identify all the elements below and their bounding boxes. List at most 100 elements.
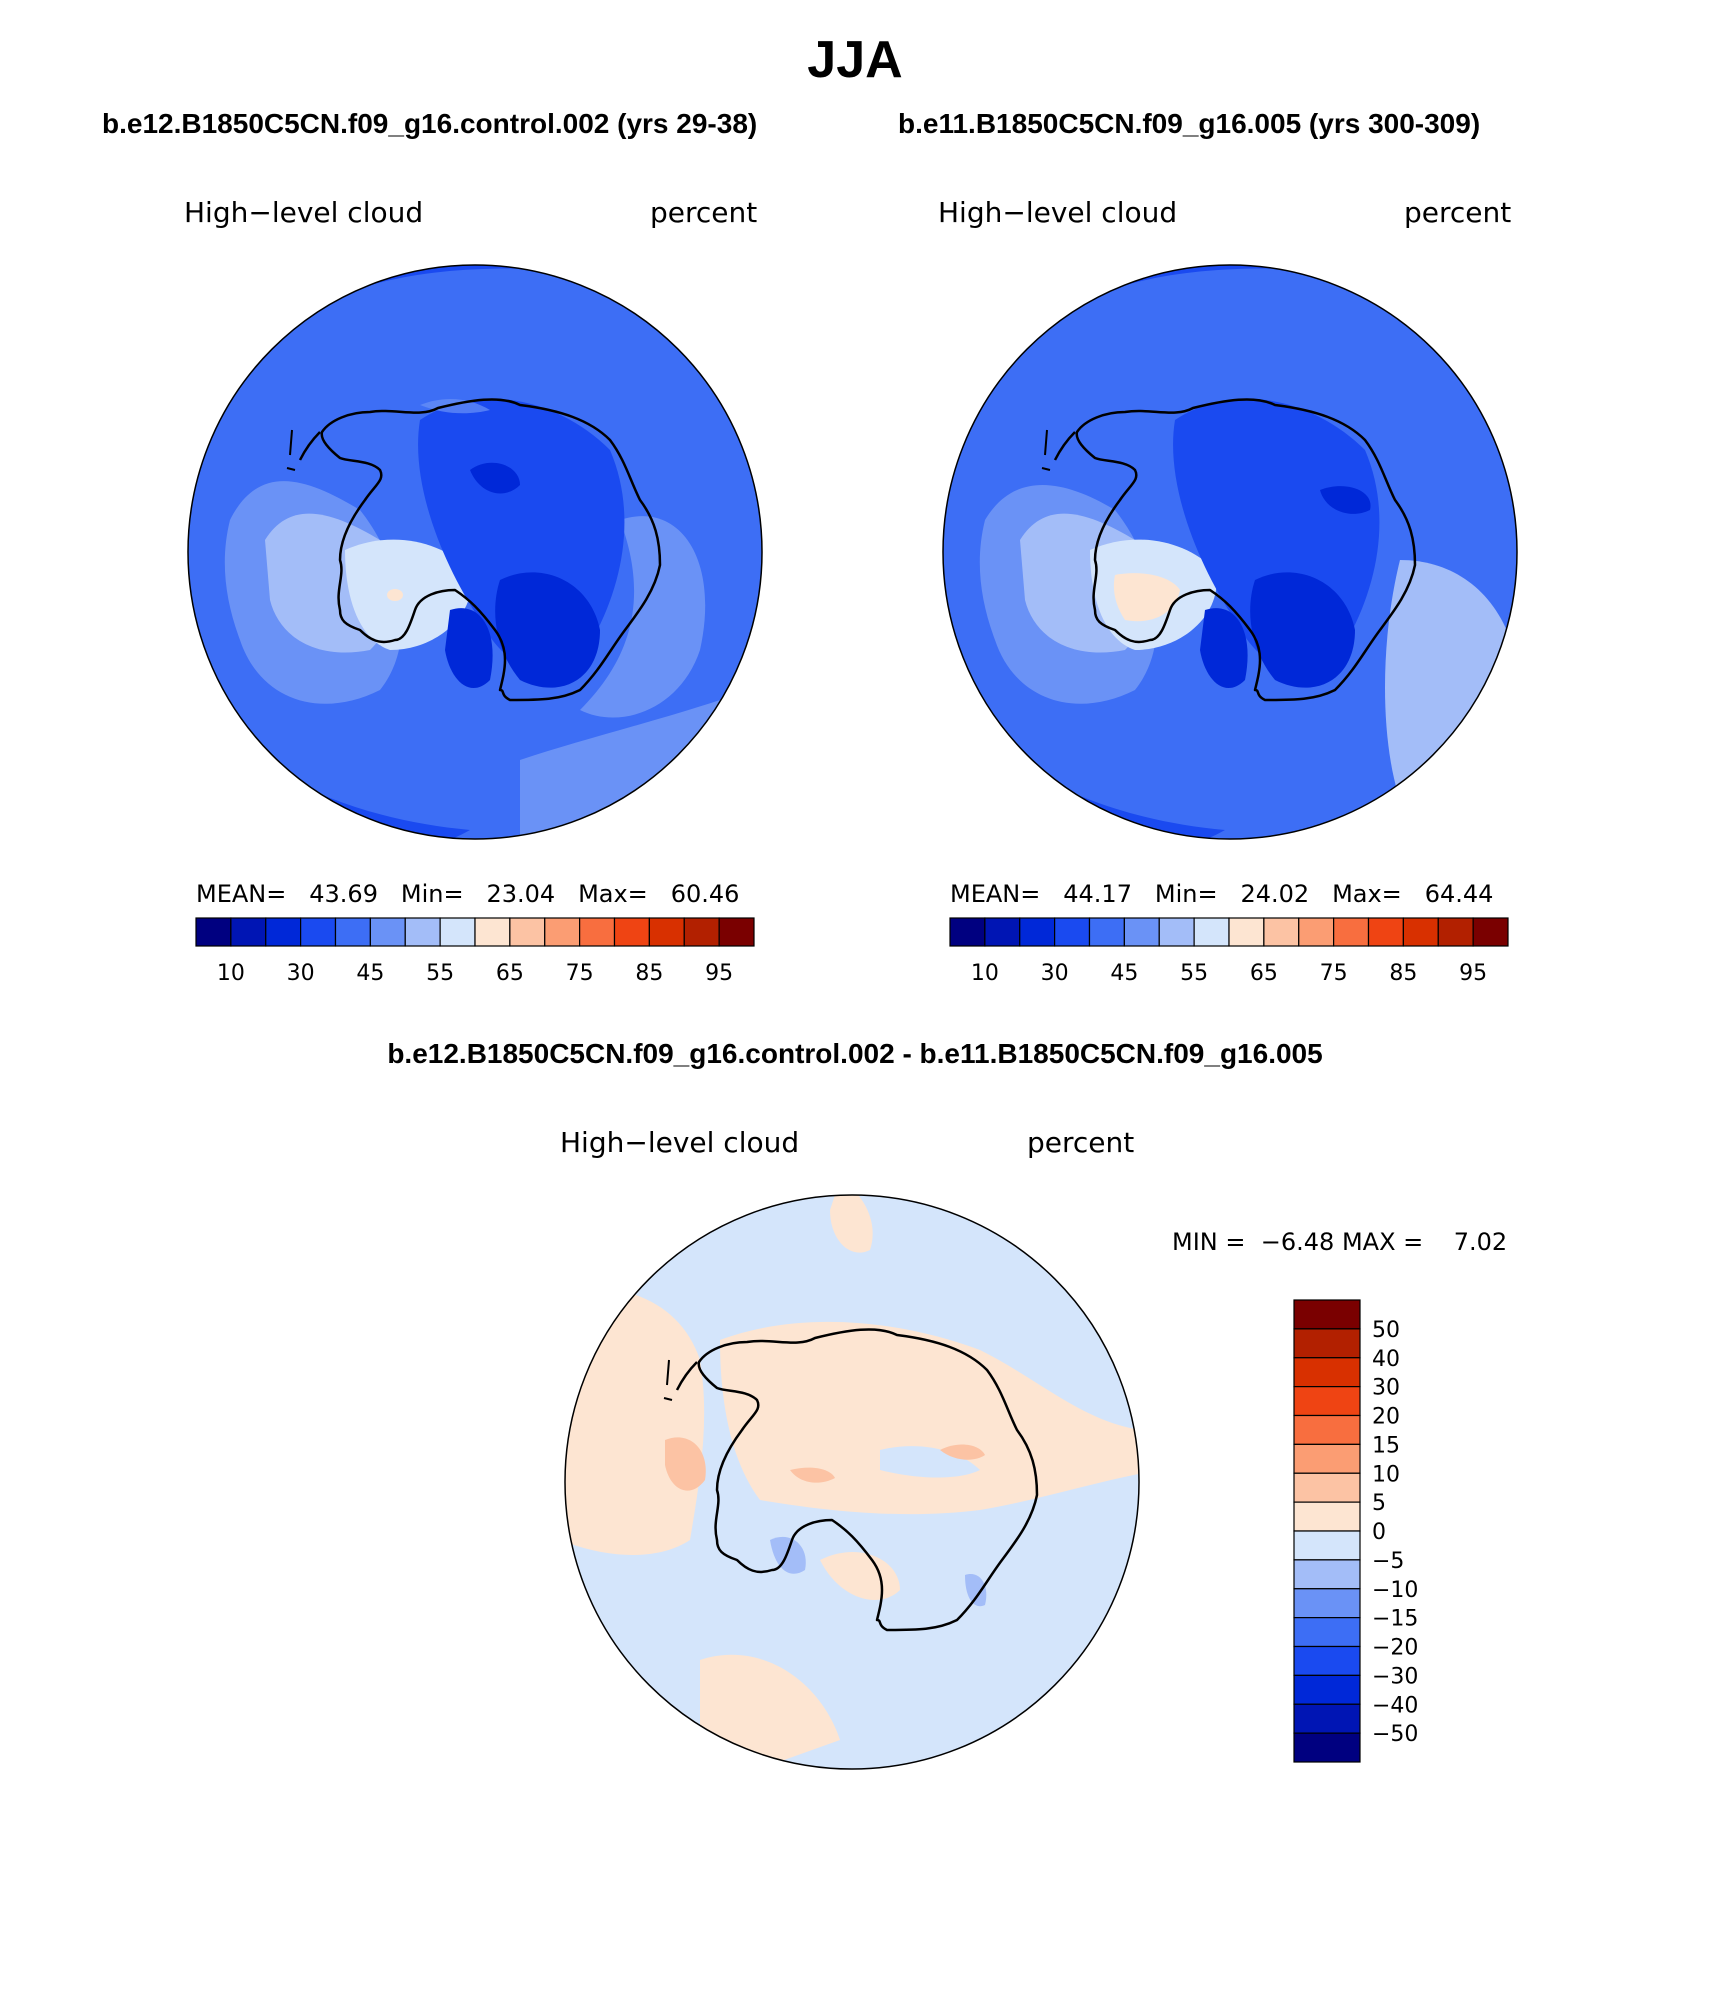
panel2-units-label: percent [1404,196,1512,229]
colorbar-tick-label: 10 [1372,1462,1400,1487]
colorbar-box [1158,917,1195,947]
colorbar-box [1293,1443,1361,1474]
colorbar-tick-label: 50 [1372,1318,1400,1343]
max-label: MAX = [1341,1228,1424,1256]
colorbar-box [1088,917,1125,947]
min-label: Min= [1154,880,1218,908]
colorbar-box [613,917,650,947]
panel1-stats: MEAN= 43.69 Min= 23.04 Max= 60.46 [196,880,739,908]
mean-label: MEAN= [196,880,287,908]
colorbar-box [1293,1732,1361,1763]
min-value: 24.02 [1240,880,1310,908]
colorbar-tick-label: 55 [426,961,454,986]
colorbar-box [949,917,986,947]
colorbar-box [1293,1674,1361,1705]
max-value: 64.44 [1424,880,1494,908]
colorbar-box [544,917,581,947]
colorbar-box [369,917,406,947]
colorbar-box [1293,1530,1361,1561]
colorbar-box [1437,917,1474,947]
colorbar-tick-label: 15 [1372,1433,1400,1458]
colorbar-tick-label: 45 [1110,961,1138,986]
panel1-units-label: percent [650,196,758,229]
panel3-variable-label: High−level cloud [560,1126,800,1159]
min-value: 23.04 [486,880,556,908]
colorbar-box [718,917,755,947]
colorbar-box [195,917,232,947]
colorbar-tick-label: −5 [1372,1549,1404,1574]
colorbar-box [1123,917,1160,947]
panel3-units-label: percent [1027,1126,1135,1159]
colorbar-tick-label: 45 [356,961,384,986]
colorbar-box [404,917,441,947]
colorbar-box [1293,1472,1361,1503]
colorbar-tick-label: 95 [1459,961,1487,986]
colorbar-tick-label: 30 [1041,961,1069,986]
max-value: 7.02 [1453,1228,1508,1256]
panel3-map [564,1194,1140,1770]
colorbar-box [1228,917,1265,947]
colorbar-box [1293,1299,1361,1330]
colorbar-box [1293,1414,1361,1445]
colorbar-tick-label: 30 [1372,1376,1400,1401]
colorbar-tick-label: 0 [1372,1520,1386,1545]
min-label: MIN = [1172,1228,1246,1256]
panel1-variable-label: High−level cloud [184,196,424,229]
colorbar-tick-label: 85 [635,961,663,986]
panel1-colorbar: 10 30 45 55 65 75 85 95 [195,917,755,986]
colorbar-tick-label: 30 [287,961,315,986]
colorbar-box [230,917,267,947]
colorbar-box [683,917,720,947]
colorbar-box [579,917,616,947]
colorbar-box [439,917,476,947]
colorbar-box [1293,1703,1361,1734]
panel2-variable-label: High−level cloud [938,196,1178,229]
colorbar-tick-label: 65 [496,961,524,986]
colorbar-tick-label: −30 [1372,1664,1418,1689]
mean-value: 43.69 [309,880,378,908]
colorbar-box [474,917,511,947]
colorbar-box [1298,917,1335,947]
colorbar-box [300,917,337,947]
colorbar-box [265,917,302,947]
colorbar-tick-label: −20 [1372,1636,1418,1661]
colorbar-box [1293,1559,1361,1590]
mean-label: MEAN= [950,880,1041,908]
colorbar-box [1367,917,1404,947]
colorbar-box [1333,917,1370,947]
colorbar-tick-label: 10 [971,961,999,986]
colorbar-tick-label: −50 [1372,1722,1418,1747]
colorbar-tick-label: 10 [217,961,245,986]
panel2-stats: MEAN= 44.17 Min= 24.02 Max= 64.44 [950,880,1493,908]
colorbar-tick-label: 75 [566,961,594,986]
colorbar-tick-label: 85 [1389,961,1417,986]
colorbar-box [1054,917,1091,947]
colorbar-tick-label: −15 [1372,1607,1418,1632]
colorbar-box [984,917,1021,947]
season-title: JJA [807,31,903,89]
colorbar-tick-label: 75 [1320,961,1348,986]
difference-title: b.e12.B1850C5CN.f09_g16.control.002 - b.… [387,1038,1323,1069]
colorbar-box [509,917,546,947]
case2-title: b.e11.B1850C5CN.f09_g16.005 (yrs 300-309… [898,108,1481,139]
max-value: 60.46 [670,880,740,908]
mean-value: 44.17 [1063,880,1132,908]
max-label: Max= [578,880,648,908]
min-label: Min= [400,880,464,908]
colorbar-box [1293,1357,1361,1388]
max-label: Max= [1332,880,1402,908]
colorbar-tick-label: 40 [1372,1347,1400,1372]
colorbar-box [1193,917,1230,947]
colorbar-box [1293,1501,1361,1532]
panel1-map [187,264,763,840]
colorbar-box [1293,1386,1361,1417]
colorbar-tick-label: 65 [1250,961,1278,986]
colorbar-tick-label: −10 [1372,1578,1418,1603]
colorbar-box [1293,1328,1361,1359]
min-value: −6.48 [1260,1228,1335,1256]
panel2-map [942,264,1518,840]
panel2-colorbar: 10 30 45 55 65 75 85 95 [949,917,1509,986]
colorbar-box [334,917,371,947]
